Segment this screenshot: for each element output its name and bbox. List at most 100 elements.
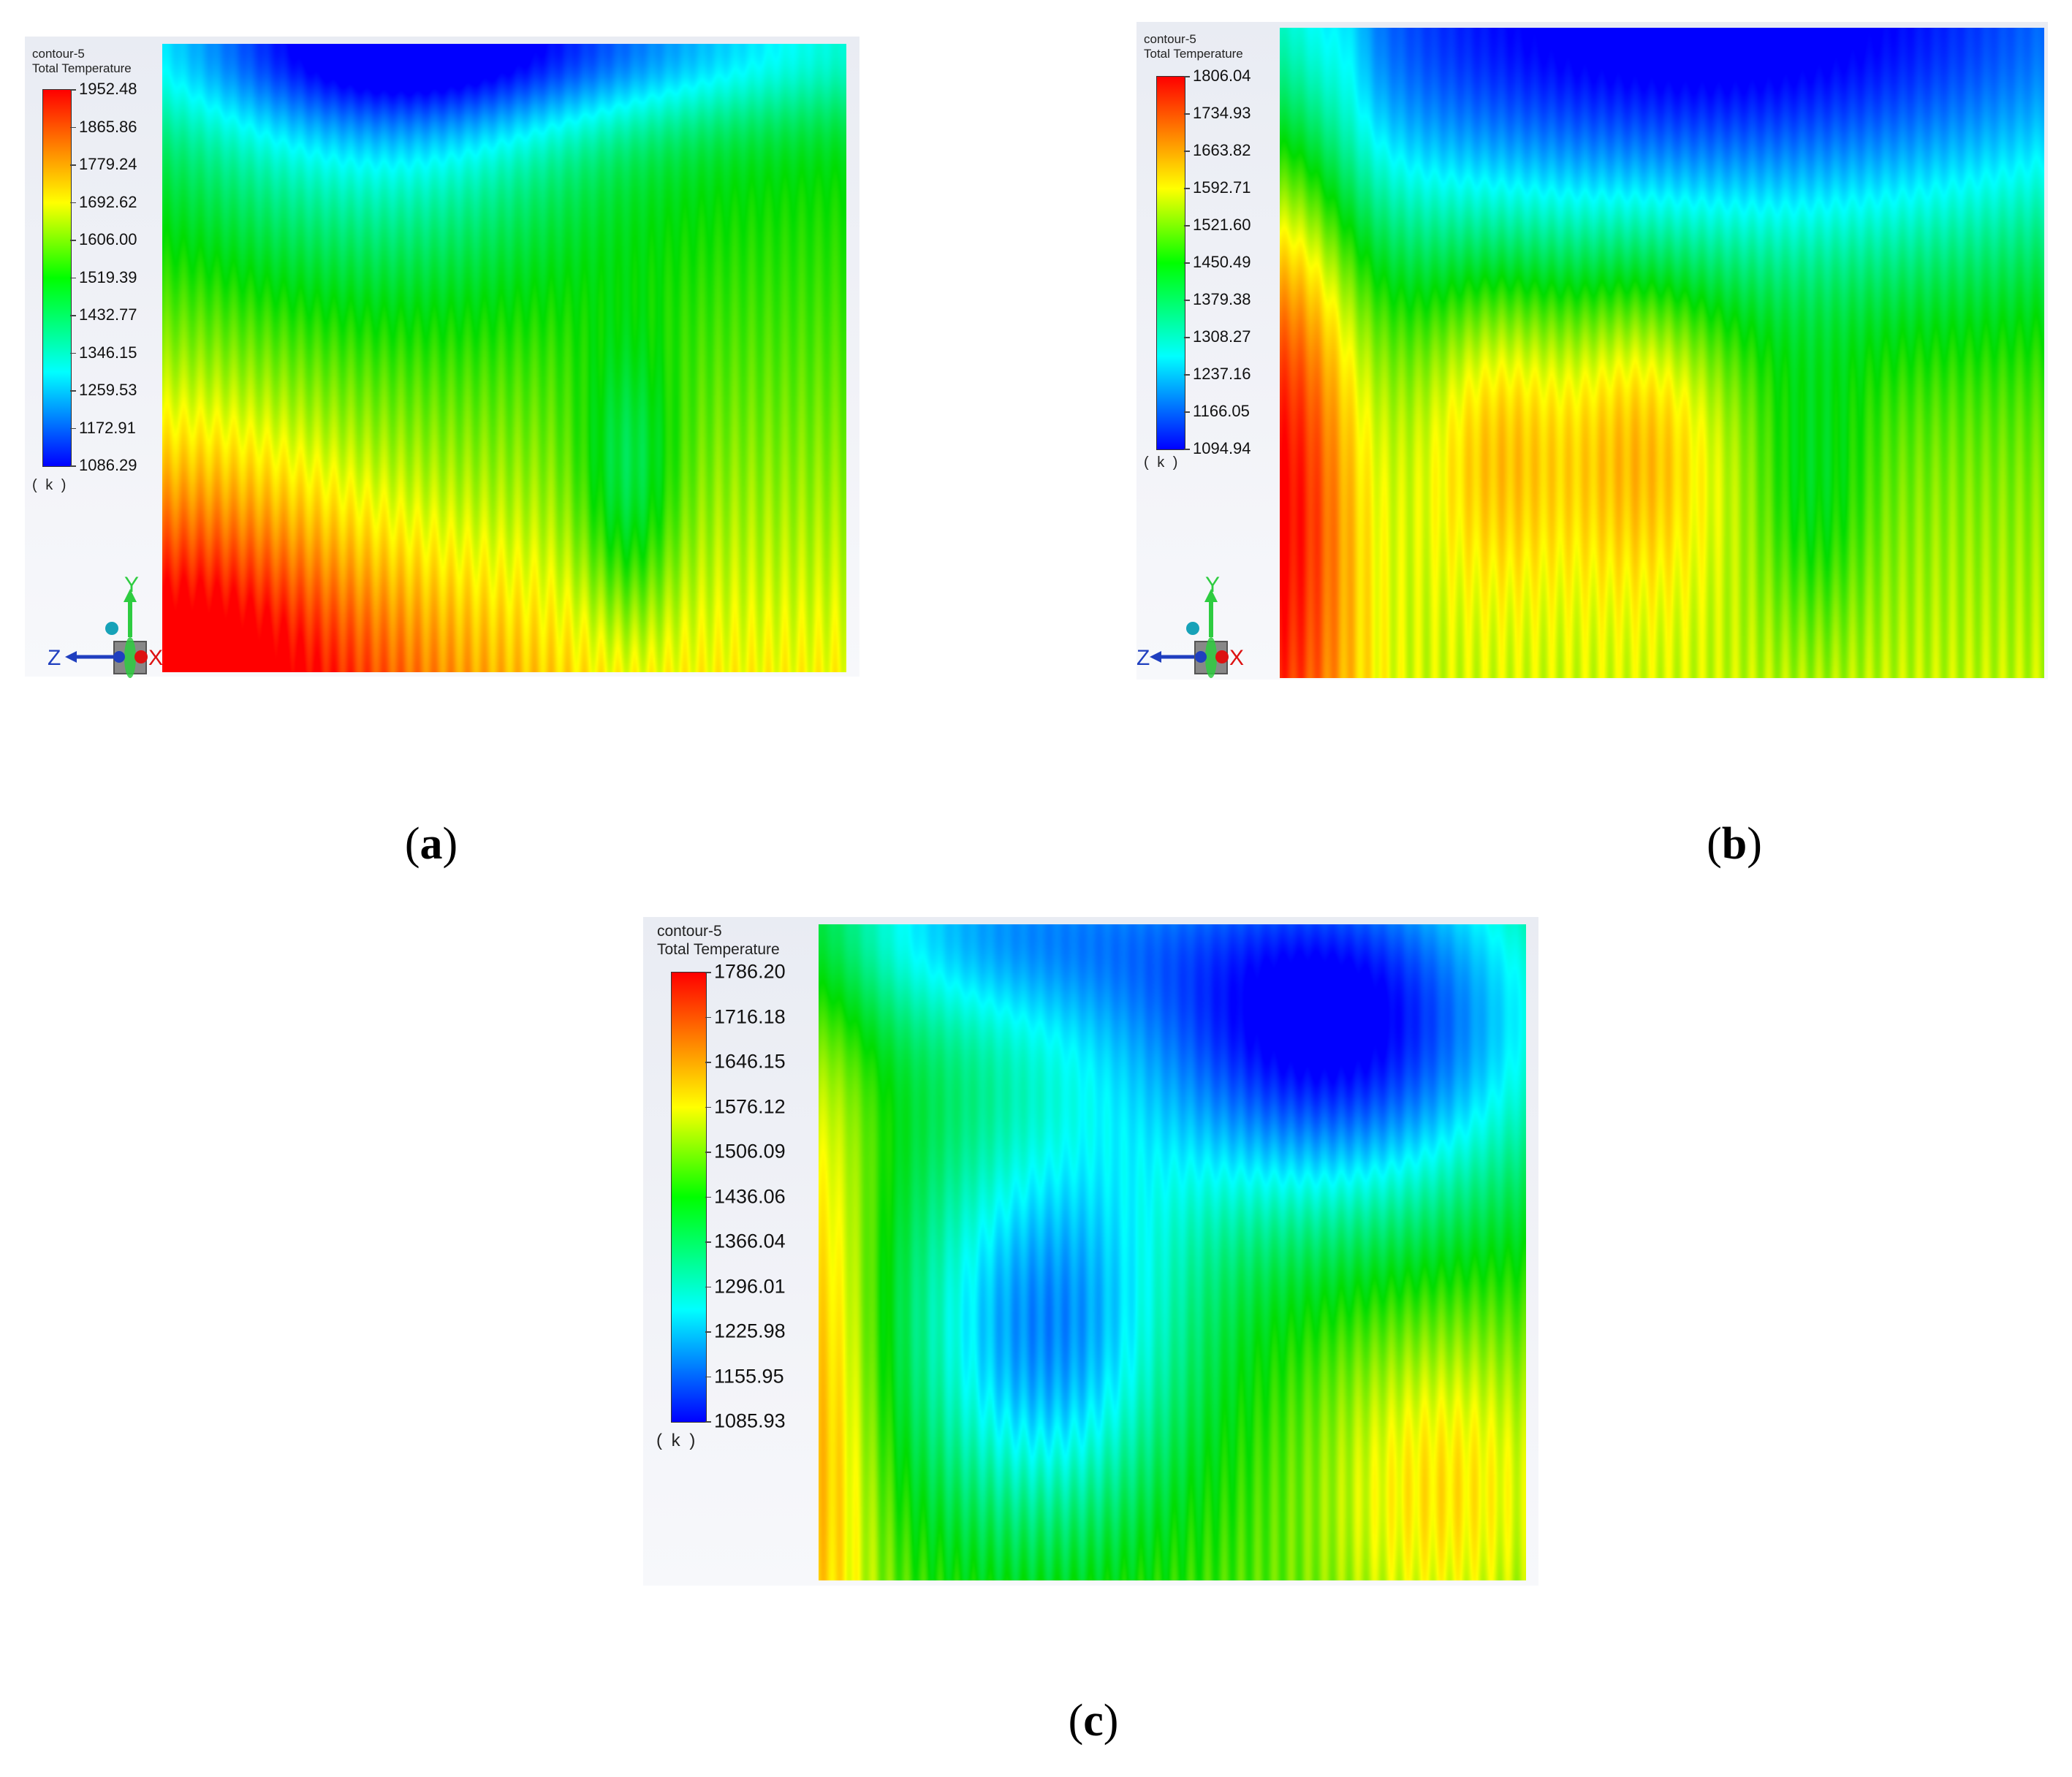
unit-label: ( k ) [656, 1431, 698, 1450]
colorbar-tick [70, 240, 76, 241]
unit-label: ( k ) [1144, 454, 1180, 471]
colorbar-tick [1184, 300, 1190, 301]
panel-a: contour-5 Total Temperature ( k ) Y Z X … [25, 37, 859, 680]
colorbar-tick [1184, 411, 1190, 413]
colorbar-tick-label: 1237.16 [1193, 365, 1251, 383]
z-axis-label: Z [1136, 646, 1150, 670]
axis-triad: Y Z X [43, 555, 167, 680]
colorbar-tick-label: 1952.48 [79, 80, 137, 98]
colorbar-tick [705, 1241, 711, 1243]
colorbar-tick-label: 1592.71 [1193, 178, 1251, 197]
caption-letter: b [1721, 819, 1747, 869]
colorbar-tick [1184, 374, 1190, 376]
axis-triad-icon: Y Z X [48, 573, 163, 678]
colorbar-tick-label: 1716.18 [714, 1005, 786, 1027]
colorbar-tick-label: 1521.60 [1193, 216, 1251, 234]
colorbar-tick-label: 1692.62 [79, 192, 137, 211]
colorbar-tick-label: 1865.86 [79, 117, 137, 136]
colorbar-tick-label: 1506.09 [714, 1140, 786, 1163]
colorbar-tick-label: 1646.15 [714, 1050, 786, 1073]
colorbar-tick-label: 1366.04 [714, 1230, 786, 1252]
colorbar-tick [705, 1331, 711, 1333]
colorbar-tick [705, 1062, 711, 1063]
y-axis-label: Y [1205, 573, 1220, 597]
legend-title: contour-5 Total Temperature [1144, 32, 1243, 61]
colorbar-tick-label: 1225.98 [714, 1320, 786, 1342]
colorbar-tick-label: 1786.20 [714, 960, 786, 983]
colorbar-tick-label: 1346.15 [79, 343, 137, 362]
colorbar-tick [705, 1016, 711, 1018]
colorbar-tick-label: 1606.00 [79, 230, 137, 248]
colorbar-tick [705, 1376, 711, 1377]
panel-c: contour-5 Total Temperature ( k ) 1786.2… [643, 917, 1538, 1586]
colorbar-tick-label: 1779.24 [79, 155, 137, 173]
colorbar-tick [70, 277, 76, 278]
legend-quantity: Total Temperature [657, 940, 780, 958]
colorbar-tick-label: 1155.95 [714, 1365, 784, 1387]
caption-a: (a) [404, 819, 458, 869]
colorbar-tick [1184, 76, 1190, 77]
colorbar-tick-label: 1379.38 [1193, 290, 1251, 308]
colorbar-tick-label: 1432.77 [79, 305, 137, 324]
colorbar-tick [70, 390, 76, 392]
colorbar-tick [70, 352, 76, 354]
colorbar-tick [1184, 337, 1190, 338]
caption-c: (c) [1068, 1696, 1119, 1746]
colorbar-tick [1184, 151, 1190, 152]
colorbar-tick [1184, 188, 1190, 189]
colorbar-tick [70, 315, 76, 316]
colorbar-tick-label: 1450.49 [1193, 253, 1251, 271]
contour-canvas [819, 924, 1526, 1580]
colorbar-tick [70, 465, 76, 467]
legend-name: contour-5 [657, 923, 722, 940]
colorbar-tick-label: 1806.04 [1193, 66, 1251, 85]
colorbar-tick [705, 1196, 711, 1198]
colorbar-tick [705, 1152, 711, 1153]
colorbar-tick [1184, 225, 1190, 227]
colorbar-tick-label: 1166.05 [1193, 402, 1250, 420]
legend-quantity: Total Temperature [1144, 47, 1243, 61]
temperature-contour-field [1280, 28, 2044, 678]
colorbar-tick [705, 1421, 711, 1423]
colorbar-tick [70, 89, 76, 91]
legend-quantity: Total Temperature [32, 61, 132, 76]
x-axis-label: X [148, 646, 163, 670]
colorbar-tick [705, 1286, 711, 1287]
caption-b: (b) [1707, 819, 1762, 869]
colorbar-tick [705, 1106, 711, 1108]
x-axis-label: X [1229, 646, 1244, 670]
colorbar-tick-label: 1094.94 [1193, 439, 1251, 457]
y-axis-label: Y [124, 573, 139, 597]
colorbar-tick-label: 1086.29 [79, 456, 137, 474]
colorbar-tick [1184, 449, 1190, 450]
legend-name: contour-5 [1144, 32, 1196, 46]
axis-triad-icon: Y Z X [1136, 573, 1244, 678]
contour-canvas [162, 44, 846, 672]
legend-title: contour-5 Total Temperature [657, 923, 780, 959]
colorbar-tick-label: 1308.27 [1193, 327, 1251, 346]
colorbar-tick-label: 1436.06 [714, 1185, 786, 1207]
colorbar-tick [1184, 113, 1190, 115]
legend-name: contour-5 [32, 47, 85, 61]
colorbar-tick-label: 1576.12 [714, 1095, 786, 1117]
colorbar-tick [70, 202, 76, 203]
axis-triad: Y Z X [1136, 555, 1261, 680]
contour-canvas [1280, 28, 2044, 678]
panel-b: contour-5 Total Temperature ( k ) Y Z X … [1136, 22, 2048, 680]
colorbar [1156, 76, 1185, 450]
colorbar-tick-label: 1519.39 [79, 267, 137, 286]
colorbar-tick [70, 126, 76, 128]
z-axis-label: Z [48, 646, 61, 670]
caption-letter: c [1083, 1696, 1104, 1746]
caption-letter: a [420, 819, 443, 869]
colorbar-tick [70, 164, 76, 166]
colorbar-tick [705, 972, 711, 973]
colorbar [42, 89, 72, 467]
unit-label: ( k ) [32, 477, 69, 493]
temperature-contour-field [819, 924, 1526, 1580]
temperature-contour-field [162, 44, 846, 672]
colorbar-tick-label: 1663.82 [1193, 141, 1251, 159]
colorbar-tick-label: 1734.93 [1193, 104, 1251, 122]
colorbar [671, 972, 707, 1423]
colorbar-tick [1184, 262, 1190, 264]
